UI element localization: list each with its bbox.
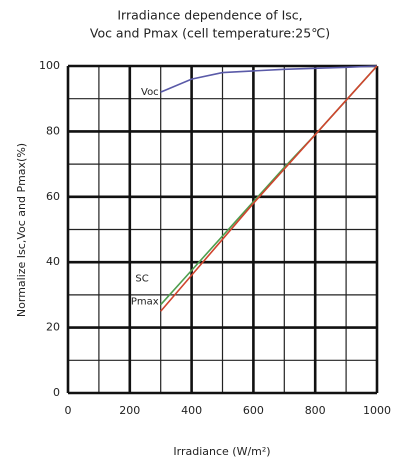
y-tick-label: 20 xyxy=(46,321,60,334)
y-tick-label: 60 xyxy=(46,190,60,203)
series-label: Voc xyxy=(141,87,159,98)
y-tick-label: 100 xyxy=(39,59,60,72)
x-tick-label: 600 xyxy=(243,404,264,417)
x-tick-label: 400 xyxy=(181,404,202,417)
x-tick-label: 1000 xyxy=(363,404,391,417)
y-tick-label: 0 xyxy=(53,386,60,399)
chart-title: Irradiance dependence of Isc, xyxy=(117,8,302,23)
chart-title: Voc and Pmax (cell temperature:25℃) xyxy=(90,26,330,41)
series-label: SC xyxy=(135,274,148,285)
x-axis-label: Irradiance (W/m²) xyxy=(173,445,270,458)
y-tick-label: 40 xyxy=(46,255,60,268)
x-tick-label: 200 xyxy=(119,404,140,417)
series-line xyxy=(160,65,378,93)
y-axis-label: Normalize Isc,Voc and Pmax(%) xyxy=(15,143,28,317)
x-tick-label: 0 xyxy=(65,404,72,417)
series-label: Pmax xyxy=(131,296,159,307)
x-tick-label: 800 xyxy=(305,404,326,417)
series-line xyxy=(160,65,378,312)
y-tick-label: 80 xyxy=(46,124,60,137)
